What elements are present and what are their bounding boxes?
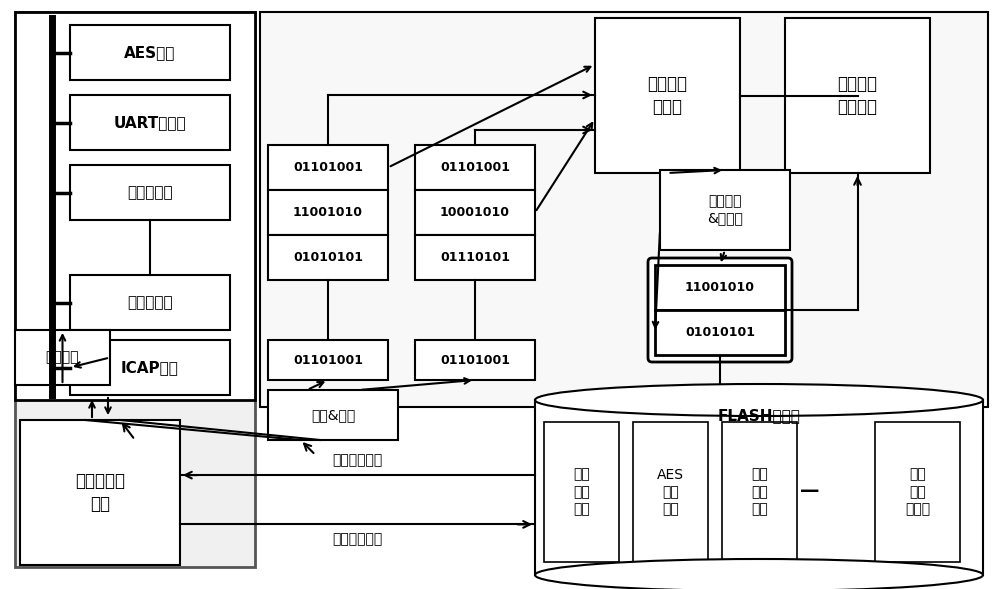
Text: 高性能微处
理器: 高性能微处 理器 (75, 472, 125, 512)
Bar (70, 25, 230, 80)
Text: ICAP接口: ICAP接口 (121, 360, 179, 375)
Text: AES加密: AES加密 (124, 45, 176, 60)
Bar (633, 422, 708, 562)
Bar (595, 18, 740, 173)
Bar (268, 145, 388, 190)
Text: 图像处理核: 图像处理核 (127, 185, 173, 200)
Text: 三角解算核: 三角解算核 (127, 295, 173, 310)
Text: 配置信息: 配置信息 (46, 350, 79, 365)
Text: 01101001: 01101001 (440, 161, 510, 174)
Bar (15, 12, 255, 400)
Bar (70, 95, 230, 150)
Bar (268, 190, 388, 235)
Bar (260, 12, 988, 407)
Text: 配置文件读取: 配置文件读取 (332, 453, 383, 467)
Bar (415, 145, 535, 190)
Text: 01010101: 01010101 (293, 251, 363, 264)
Bar (268, 390, 398, 440)
Bar (785, 18, 930, 173)
Text: 10001010: 10001010 (440, 206, 510, 219)
Text: 图像
灰度
预处理: 图像 灰度 预处理 (905, 468, 930, 517)
Ellipse shape (535, 384, 983, 416)
Bar (15, 330, 110, 385)
Bar (268, 235, 388, 280)
Text: 故障模块
&故障帧: 故障模块 &故障帧 (707, 194, 743, 226)
Bar (544, 422, 619, 562)
Bar (660, 170, 790, 250)
Text: 01101001: 01101001 (293, 161, 363, 174)
Text: 01101001: 01101001 (440, 353, 510, 366)
Bar (415, 340, 535, 380)
Bar (875, 422, 960, 562)
Bar (655, 265, 785, 310)
Text: 01101001: 01101001 (293, 353, 363, 366)
Text: 配置文件存储: 配置文件存储 (332, 532, 383, 547)
Bar (415, 190, 535, 235)
Bar (70, 275, 230, 330)
Bar (655, 310, 785, 355)
Text: 三角
解算
配置: 三角 解算 配置 (573, 468, 590, 517)
Bar (268, 340, 388, 380)
Text: UART控制器: UART控制器 (114, 115, 186, 130)
Text: —: — (800, 481, 820, 499)
Bar (15, 12, 255, 567)
FancyBboxPatch shape (648, 258, 792, 362)
Text: 回读&抓取: 回读&抓取 (311, 408, 355, 422)
Text: 11001010: 11001010 (685, 281, 755, 294)
Text: 串口
配置
信息: 串口 配置 信息 (751, 468, 768, 517)
Text: 11001010: 11001010 (293, 206, 363, 219)
Bar (70, 165, 230, 220)
Bar (722, 422, 797, 562)
Text: AES
加密
配置: AES 加密 配置 (657, 468, 684, 517)
Text: 故障粗粒
度定位: 故障粗粒 度定位 (648, 75, 688, 115)
Bar (415, 235, 535, 280)
Text: 01010101: 01010101 (685, 326, 755, 339)
Text: FLASH存储器: FLASH存储器 (718, 409, 800, 423)
Bar (535, 400, 983, 575)
Bar (20, 420, 180, 565)
Ellipse shape (535, 559, 983, 589)
Bar (70, 340, 230, 395)
Text: 故障帧细
粒度定位: 故障帧细 粒度定位 (838, 75, 878, 115)
Text: 01110101: 01110101 (440, 251, 510, 264)
